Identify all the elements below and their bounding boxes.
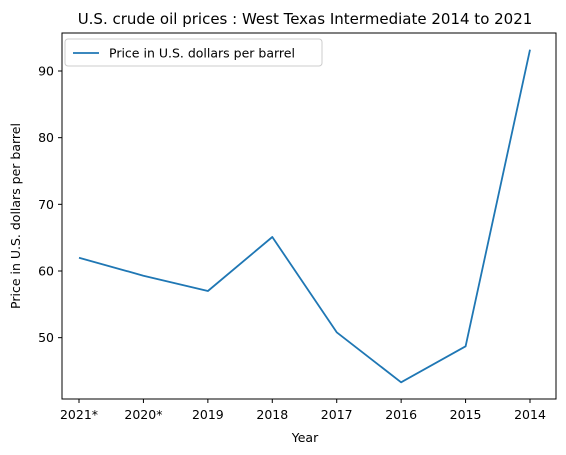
legend: Price in U.S. dollars per barrel [64,38,323,67]
x-tick-label: 2021* [60,407,98,422]
legend-label: Price in U.S. dollars per barrel [109,46,295,61]
x-tick-label: 2015 [450,407,482,422]
legend-box [64,38,323,67]
x-tick-label: 2017 [321,407,353,422]
x-tick-label: 2014 [514,407,546,422]
chart-title: U.S. crude oil prices : West Texas Inter… [78,10,533,28]
y-tick-label: 80 [38,130,54,145]
x-tick-label: 2018 [256,407,288,422]
y-tick-label: 70 [38,197,54,212]
y-tick-label: 90 [38,64,54,79]
plot-area: 2021* 2020* 2019 2018 2017 2016 2015 2014 50 60 70… [38,49,546,422]
plot-frame [61,32,557,400]
x-tick-label: 2019 [192,407,224,422]
y-axis-label: Price in U.S. dollars per barrel [8,123,23,309]
y-tick-label: 50 [38,330,54,345]
y-tick-label: 60 [38,264,54,279]
series-line [78,49,531,384]
x-axis-label: Year [291,430,319,445]
x-tick-label: 2016 [385,407,417,422]
x-tick-label: 2020* [124,407,162,422]
